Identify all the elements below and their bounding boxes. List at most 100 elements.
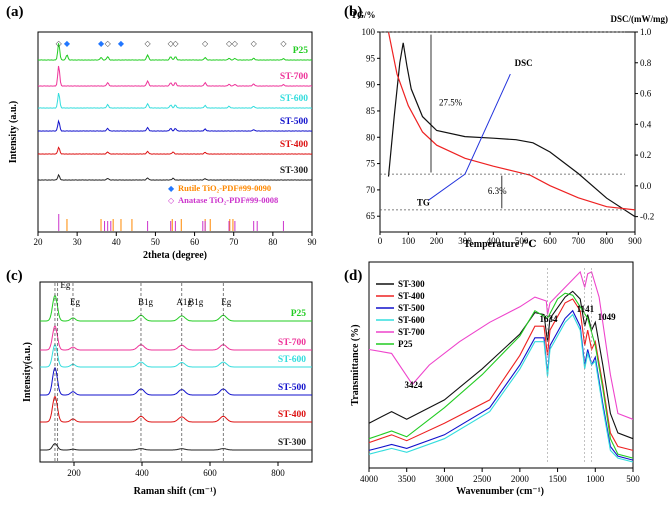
raman-mode-label: Eg (221, 297, 231, 307)
panel-b-frame (379, 31, 636, 233)
panel-d-frame (368, 261, 634, 469)
ytick-right-label: 0.8 (640, 58, 652, 68)
raman-mode-label: A1g (176, 297, 192, 307)
ytick-right-label: 0.6 (640, 89, 652, 99)
xtick-label: 70 (229, 237, 239, 247)
ytick-left-label: 90 (366, 80, 376, 90)
raman-series-st-500 (40, 366, 312, 396)
xtick-label: 800 (271, 468, 285, 478)
xtick-label: 40 (112, 237, 122, 247)
ytick-left-label: 95 (366, 53, 376, 63)
xtick-label: 80 (268, 237, 278, 247)
xtick-label: 800 (600, 236, 614, 246)
dsc-curve (387, 42, 636, 218)
panel-b-xlabel: Temperature /℃ (464, 239, 537, 250)
xtick-label: 2500 (473, 474, 492, 484)
ftir-peak-label: 3424 (404, 380, 423, 390)
xrd-series-st-500 (37, 119, 313, 132)
panel-b-plot: 0 100 200 300 400 500 600 700 800 900 65 70 75 80 85 90… (362, 27, 655, 246)
xrd-series-st-600 (38, 92, 312, 109)
anatase-marker: ◇ (56, 39, 63, 48)
raman-series-st-400 (40, 395, 312, 423)
ytick-right-label: 1.0 (640, 27, 652, 37)
raman-series-st-600 (40, 343, 312, 368)
raman-label-st-400: ST-400 (278, 410, 306, 420)
ftir-legend-text: ST-400 (398, 291, 425, 301)
xtick-label: 4000 (360, 474, 379, 484)
xtick-label: 20 (34, 237, 44, 247)
panel-c-ylabel: Intensity(a.u.) (22, 342, 33, 402)
panel-d-xlabel: Wavenumber (cm⁻¹) (456, 486, 544, 497)
ftir-legend-text: ST-700 (398, 327, 425, 337)
raman-label-st-500: ST-500 (278, 383, 306, 393)
panel-c-frame (39, 281, 313, 463)
rutile-marker: ◆ (64, 39, 71, 48)
xtick-label: 500 (515, 236, 529, 246)
ftir-series-st-300 (368, 290, 634, 440)
panel-c-xlabel: Raman shift (cm⁻¹) (134, 486, 217, 497)
anatase-marker: ◇ (202, 39, 209, 48)
panel-c-label: (c) (6, 268, 23, 284)
ytick-right-label: -0.2 (640, 212, 654, 222)
ftir-legend-text: ST-300 (398, 279, 425, 289)
ftir-series-p25 (368, 292, 634, 459)
panel-a-xticks: 20 30 40 50 60 70 80 90 (34, 232, 317, 247)
ytick-left-label: 100 (362, 27, 376, 37)
ftir-series-st-700 (368, 270, 634, 420)
anatase-marker: ◇ (145, 39, 152, 48)
ytick-right-label: 0.0 (640, 181, 652, 191)
xtick-label: 700 (572, 236, 586, 246)
raman-mode-label: Eg (70, 297, 80, 307)
anatase-marker: ◇ (251, 39, 258, 48)
xtick-label: 400 (487, 236, 501, 246)
panel-a-ylabel: Intensity (a.u.) (8, 101, 19, 164)
panel-b-y-right-title: DSC/(mW/mg) (611, 14, 669, 24)
raman-mode-label: Eg (60, 280, 70, 290)
xtick-label: 900 (628, 236, 642, 246)
raman-label-p25: P25 (291, 309, 307, 319)
anatase-marker: ◇ (168, 39, 175, 48)
anatase-marker: ◇ (280, 39, 287, 48)
ytick-right-label: 0.2 (640, 150, 651, 160)
xtick-label: 3500 (398, 474, 417, 484)
panel-a-label: (a) (6, 4, 24, 20)
ytick-left-label: 85 (366, 106, 376, 116)
xtick-label: 500 (626, 474, 640, 484)
xtick-label: 3000 (435, 474, 454, 484)
xrd-legend-text: Anatase TiO₂-PDF#99-0008 (178, 195, 278, 205)
panel-a-frame (37, 31, 313, 233)
xrd-label-st-400: ST-400 (280, 140, 308, 150)
xtick-label: 60 (190, 237, 200, 247)
xtick-label: 300 (458, 236, 472, 246)
xrd-legend-symbol: ◇ (168, 196, 175, 205)
xrd-series-st-400 (37, 146, 313, 155)
xtick-label: 0 (378, 236, 383, 246)
xrd-series-st-300 (37, 173, 312, 181)
ytick-right-label: 0.4 (640, 119, 652, 129)
loss1-label: 27.5% (439, 98, 463, 108)
tg-curve (387, 31, 636, 211)
xtick-label: 1000 (586, 474, 605, 484)
ftir-peak-label: 1634 (539, 314, 558, 324)
tg-pointer-label: TG (417, 198, 430, 208)
anatase-marker: ◇ (172, 39, 179, 48)
xtick-label: 50 (151, 237, 161, 247)
raman-label-st-600: ST-600 (278, 355, 306, 365)
ftir-legend-text: ST-600 (398, 315, 425, 325)
ytick-left-label: 65 (366, 211, 376, 221)
xrd-legend-symbol: ◆ (168, 184, 175, 193)
xtick-label: 400 (135, 468, 149, 478)
loss2-label: 6.3% (488, 186, 507, 196)
xtick-label: 100 (402, 236, 416, 246)
raman-mode-label: B1g (188, 297, 204, 307)
raman-series-p25 (40, 294, 312, 322)
raman-series-st-700 (40, 325, 312, 351)
xtick-label: 200 (67, 468, 81, 478)
xrd-label-st-700: ST-700 (280, 72, 308, 82)
ftir-legend-text: P25 (398, 339, 413, 349)
panel-b: (b) TG/% DSC/(mW/mg) 0 100 200 300 400 500 600… (344, 4, 668, 250)
ftir-legend-text: ST-500 (398, 303, 425, 313)
